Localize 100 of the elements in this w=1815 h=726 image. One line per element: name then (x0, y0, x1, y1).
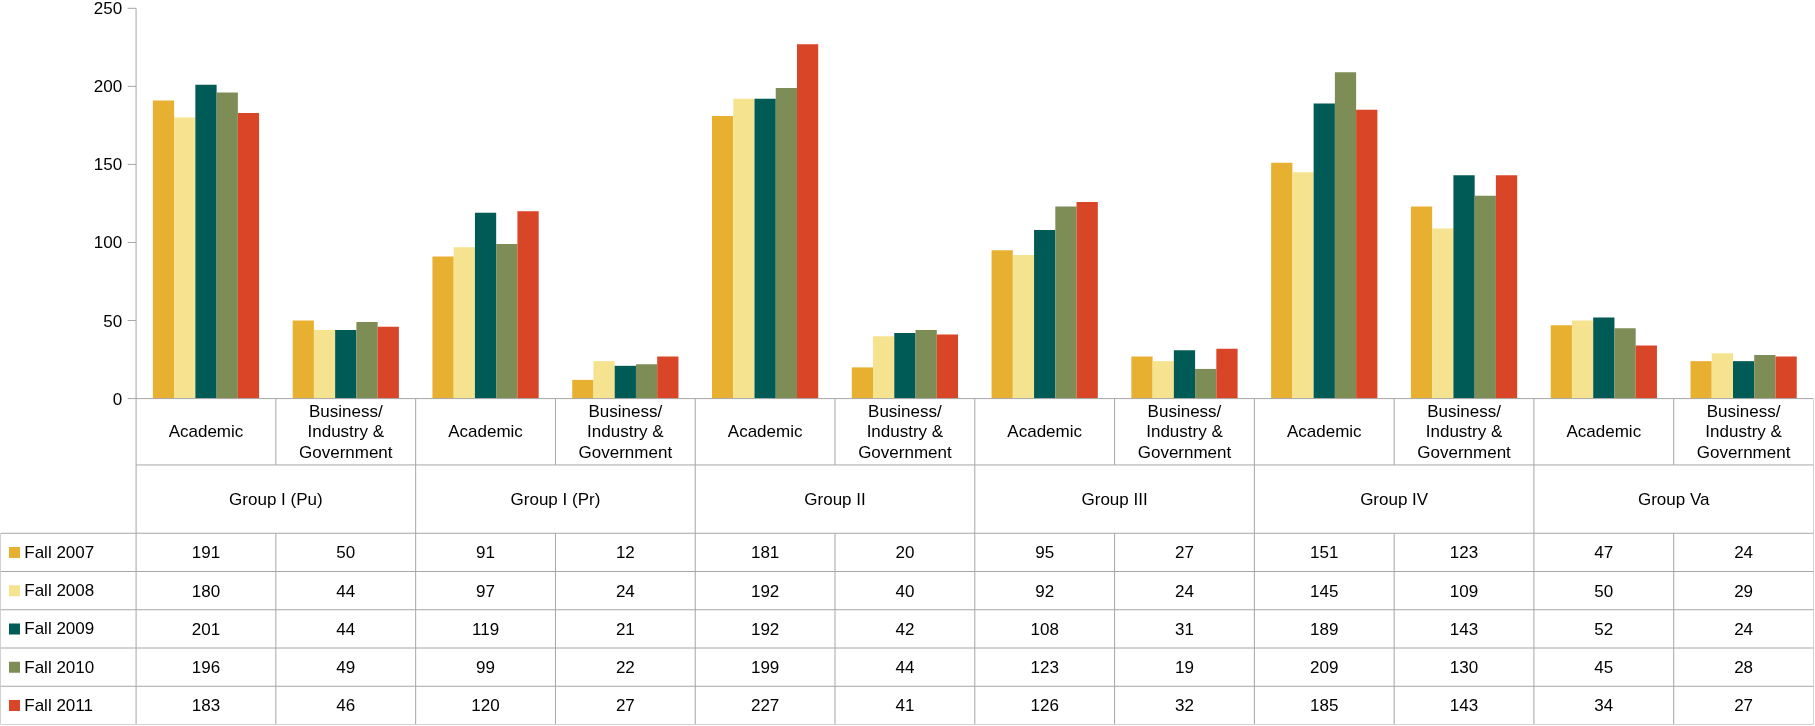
x-tick-label: Academic (168, 422, 244, 442)
bar (292, 320, 314, 399)
bar (1410, 206, 1433, 399)
bar (593, 361, 615, 399)
data-label: 45 (1594, 658, 1614, 678)
bar (1216, 348, 1238, 399)
data-label: 24 (615, 581, 635, 601)
legend-label: Fall 2009 (24, 619, 95, 639)
data-label: 27 (615, 696, 635, 716)
bar (1334, 72, 1357, 399)
x-tick-label: Business/ Industry & Government (1137, 401, 1232, 462)
data-label: 12 (615, 543, 635, 563)
data-label: 24 (1734, 543, 1754, 563)
bar (775, 87, 797, 399)
bar (517, 211, 539, 399)
bar (873, 336, 895, 399)
data-label: 145 (1310, 581, 1339, 601)
bar (1474, 195, 1496, 399)
y-tick-label: 150 (93, 155, 123, 175)
bar (991, 250, 1013, 399)
bar (1012, 254, 1035, 399)
bar (216, 92, 238, 399)
bar (1754, 354, 1776, 399)
x-tick-label: Business/ Industry & Government (858, 401, 952, 462)
bar (915, 329, 937, 399)
data-label: 50 (1594, 581, 1614, 601)
data-label: 52 (1594, 619, 1614, 639)
data-label: 50 (336, 543, 356, 563)
data-label: 27 (1175, 543, 1194, 563)
data-label: 209 (1310, 658, 1339, 678)
data-label: 189 (1310, 619, 1339, 639)
bar (796, 44, 819, 399)
data-label: 199 (750, 658, 780, 678)
bar (635, 364, 658, 399)
legend-label: Fall 2010 (24, 657, 95, 677)
data-label: 27 (1734, 696, 1754, 716)
text: Group II (804, 489, 866, 509)
bar (1055, 206, 1077, 399)
bar (936, 334, 959, 399)
data-label: 41 (895, 696, 915, 716)
bar (174, 117, 196, 399)
legend-label: Fall 2007 (24, 542, 95, 562)
legend-label: Fall 2011 (24, 695, 93, 715)
bar (851, 367, 874, 399)
bar (1271, 162, 1293, 399)
bar (474, 212, 497, 399)
bar (1635, 345, 1657, 399)
bar (572, 379, 594, 399)
y-tick-label: 200 (93, 77, 123, 97)
bar (1076, 201, 1098, 399)
bar (1313, 103, 1335, 399)
x-tick-label: Academic (1286, 422, 1363, 442)
bar (1593, 317, 1615, 399)
bar (1571, 320, 1594, 399)
bar (195, 84, 217, 399)
y-tick-label: 50 (103, 311, 123, 331)
data-label: 120 (471, 696, 500, 716)
bar (377, 326, 399, 399)
data-label: 22 (615, 658, 635, 678)
data-label: 40 (895, 581, 915, 601)
bar (1453, 175, 1475, 399)
bar (313, 329, 336, 399)
data-label: 143 (1449, 696, 1479, 716)
y-tick-label: 100 (93, 233, 123, 253)
data-label: 109 (1449, 581, 1479, 601)
data-label: 151 (1310, 543, 1339, 563)
bar (335, 329, 357, 399)
data-label: 44 (336, 581, 356, 601)
data-label: 29 (1734, 581, 1754, 601)
data-label: 192 (750, 619, 780, 639)
data-label: 24 (1175, 581, 1194, 601)
bar (733, 98, 755, 399)
bar (614, 365, 636, 399)
data-label: 28 (1734, 658, 1754, 678)
bar (1775, 356, 1797, 399)
data-label: 95 (1035, 543, 1055, 563)
data-label: 20 (895, 543, 915, 563)
data-label: 143 (1449, 619, 1479, 639)
x-tick-label: Business/ Industry & Government (299, 401, 393, 462)
data-label: 119 (472, 619, 500, 639)
data-label: 46 (336, 696, 356, 716)
data-label: 108 (1030, 619, 1059, 639)
data-label: 192 (750, 581, 780, 601)
bar (496, 244, 518, 399)
data-label: 44 (895, 658, 915, 678)
bar (754, 98, 776, 399)
data-label: 44 (336, 619, 356, 639)
bar (1550, 325, 1572, 399)
bar (1034, 229, 1056, 399)
legend-label: Fall 2008 (24, 581, 95, 601)
bar (1195, 368, 1217, 399)
data-label: 183 (191, 696, 221, 716)
data-label: 49 (336, 658, 356, 678)
text: Group Va (1637, 489, 1711, 509)
y-tick-label: 250 (93, 0, 123, 19)
bar (1152, 361, 1174, 399)
data-label: 24 (1734, 619, 1754, 639)
data-label: 227 (750, 696, 780, 716)
bar (1614, 328, 1636, 399)
bar (1690, 361, 1712, 399)
